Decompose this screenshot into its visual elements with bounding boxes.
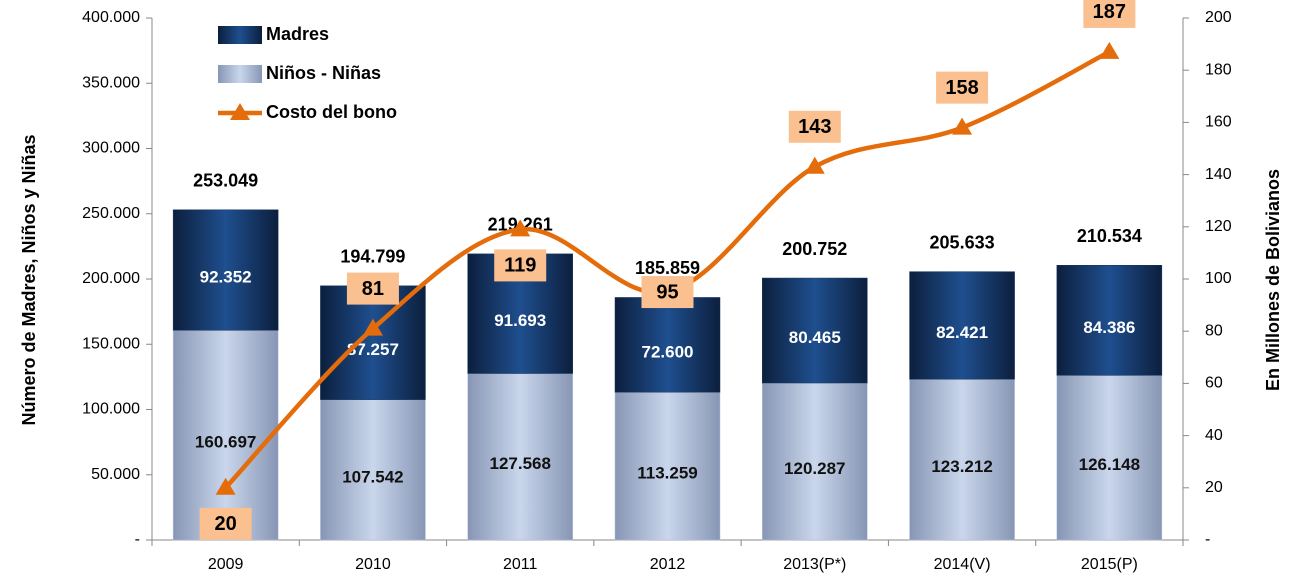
segment-label: 91.693 [494,311,546,330]
line-label-box [1083,0,1136,28]
line-marker [215,477,236,495]
line-label: 20 [215,513,237,535]
y2-tick-label: 120 [1205,218,1232,235]
x-tick-label: 2009 [208,556,244,573]
line-label-box [936,71,989,104]
bar-segment [320,285,426,400]
y2-tick-label: 60 [1205,375,1223,392]
segment-label: 72.600 [642,342,694,361]
bar-segment [1056,265,1163,376]
line-label: 143 [798,116,831,138]
total-label: 210.534 [1077,226,1142,246]
legend-label: Madres [266,24,329,44]
y-tick-label: 300.000 [82,140,140,157]
legend-swatch [218,65,262,83]
line-label-box [346,272,399,305]
bar-segment [762,382,868,541]
legend-swatch [218,26,262,44]
line-marker [1099,41,1120,59]
line-marker [510,219,531,237]
total-label: 253.049 [193,171,258,191]
y2-tick-label: 20 [1205,479,1223,496]
x-tick-label: 2011 [503,556,538,573]
bar-segment [909,378,1015,541]
segment-label: 160.697 [195,433,256,452]
line-label: 95 [656,281,678,303]
y-tick-label: 350.000 [82,74,140,91]
bar-segment [909,271,1015,380]
line-label: 81 [362,278,384,300]
segment-label: 84.386 [1083,318,1135,337]
y2-tick-label: 40 [1205,427,1223,444]
total-label: 205.633 [930,232,995,252]
y-tick-label: 200.000 [82,270,140,287]
bar-segment [320,399,426,541]
segment-label: 120.287 [784,459,845,478]
x-tick-label: 2014(V) [934,556,991,573]
x-tick-label: 2010 [355,556,391,573]
line-label: 119 [504,255,536,277]
segment-label: 92.352 [200,268,252,287]
x-tick-label: 2013(P*) [783,556,846,573]
line-label-box [641,276,694,309]
line-label-box [199,507,252,540]
segment-label: 82.421 [936,323,988,342]
segment-label: 126.148 [1079,455,1140,474]
total-label: 200.752 [782,239,847,259]
legend-label: Costo del bono [266,102,397,122]
line-label: 158 [945,77,978,99]
y-tick-label: 150.000 [82,335,140,352]
y-tick-label: 100.000 [82,401,140,418]
bar-segment [1056,375,1163,541]
y2-axis-title: En Millones de Bolivianos [1263,169,1283,391]
y-tick-label: 400.000 [82,9,140,26]
line-marker [804,156,825,174]
segment-label: 113.259 [637,464,698,483]
segment-label: 123.212 [931,457,992,476]
line-marker [362,318,383,336]
y2-tick-label: 80 [1205,322,1223,339]
y-axis-title: Número de Madres, Niños y Niñas [19,134,39,425]
line-label-box [494,249,547,282]
bar-segment [172,209,279,331]
y2-tick-label: 140 [1205,166,1232,183]
legend-label: Niños - Niñas [266,63,381,83]
line-marker [952,117,973,135]
total-label: 185.859 [635,258,700,278]
segment-label: 107.542 [342,467,403,486]
x-tick-label: 2015(P) [1081,556,1138,573]
line-label-box [788,110,841,143]
y-tick-label: - [135,531,140,548]
line-label: 187 [1093,1,1126,23]
bar-segment [614,391,721,541]
x-tick-label: 2012 [650,556,686,573]
legend-marker [230,103,250,120]
bar-segment [467,373,573,541]
bar-segment [172,330,279,541]
y2-tick-label: 100 [1205,270,1232,287]
segment-label: 87.257 [347,340,399,359]
total-label: 194.799 [340,247,405,267]
y-tick-label: 250.000 [82,205,140,222]
y2-tick-label: 160 [1205,114,1232,131]
y-tick-label: 50.000 [91,466,140,483]
y2-tick-label: 180 [1205,61,1232,78]
segment-label: 127.568 [489,454,550,473]
segment-label: 80.465 [789,328,841,347]
y2-tick-label: 200 [1205,9,1232,26]
y2-tick-label: - [1205,531,1210,548]
bar-segment [614,297,721,393]
bar-segment [762,277,868,384]
